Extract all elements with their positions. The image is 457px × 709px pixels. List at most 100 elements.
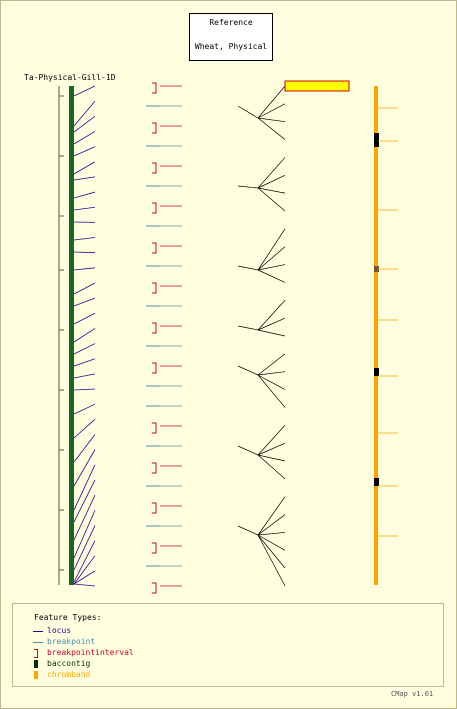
legend-label: locus <box>47 626 72 635</box>
contig-correspondence <box>257 187 286 194</box>
locus-connector <box>73 583 96 587</box>
interval-bracket <box>152 502 157 514</box>
locus-connector <box>73 267 96 271</box>
contig-correspondence <box>257 454 286 480</box>
locus-connector <box>73 434 96 463</box>
contig-correspondence <box>257 532 286 536</box>
contig-correspondence <box>257 374 286 408</box>
locus-connector <box>73 297 96 307</box>
correspondence-lines <box>237 85 286 587</box>
locus-connector <box>73 237 96 241</box>
centromere-marker <box>374 266 379 272</box>
locus-connector <box>73 131 96 145</box>
contig-correspondence <box>257 371 286 376</box>
contig-correspondence <box>257 300 286 331</box>
locus-connector <box>73 191 96 199</box>
bin-correspondence <box>237 265 259 271</box>
contig-correspondence <box>257 187 286 212</box>
locus-connector <box>73 146 96 157</box>
locus-connector <box>73 525 96 571</box>
reference-box[interactable]: Reference Wheat, Physical <box>189 13 273 61</box>
locus-connector <box>73 419 96 439</box>
interval-bracket <box>152 282 157 294</box>
legend-item: breakpointinterval <box>31 648 134 658</box>
contig-correspondence <box>257 534 286 569</box>
contig-correspondence <box>257 353 286 376</box>
locus-connector <box>73 176 96 181</box>
locus-connector <box>73 373 96 379</box>
interval-bracket <box>152 422 157 434</box>
interval-bracket <box>152 322 157 334</box>
locus-connector <box>73 388 96 391</box>
contig-correspondence <box>257 534 286 587</box>
locus-connector <box>73 251 96 254</box>
interval-bracket <box>152 242 157 254</box>
bin-correspondence <box>237 365 259 376</box>
box-swatch <box>31 659 45 669</box>
bin-correspondence <box>237 445 259 456</box>
locus-connector <box>73 510 96 559</box>
legend-item: locus <box>31 626 71 636</box>
locus-connector <box>73 479 96 523</box>
locus-connector <box>73 115 96 133</box>
contig-correspondence <box>257 103 286 119</box>
locus-connector <box>73 85 96 97</box>
interval-bracket <box>152 362 157 374</box>
interval-bracket <box>152 122 157 134</box>
bin-correspondence <box>237 185 259 189</box>
contig-labels <box>284 80 350 92</box>
locus-connector <box>73 358 96 367</box>
interval-bracket <box>152 542 157 554</box>
contig-correspondence <box>257 317 286 331</box>
interval-bracket <box>152 462 157 474</box>
legend-label: breakpoint <box>47 637 96 646</box>
interval-bracket <box>152 82 157 94</box>
interval-bracket <box>152 582 157 594</box>
locus-connector <box>73 312 96 325</box>
contig-correspondence <box>257 329 286 337</box>
contig-correspondence <box>257 534 286 551</box>
locus-connector <box>73 403 96 415</box>
map-title[interactable]: Ta-Physical-Gill-1D <box>24 73 116 82</box>
contig-correspondence <box>257 496 286 536</box>
contig-correspondence <box>257 228 286 271</box>
contig-correspondence <box>257 514 286 536</box>
reference-label: Reference <box>209 18 253 27</box>
legend-title: Feature Types: <box>34 613 102 622</box>
contig-correspondence <box>257 374 286 390</box>
band-marker <box>374 478 379 486</box>
comparative-map: Ta-Physical-Gill-1D <box>24 73 398 594</box>
contig-correspondence <box>257 269 286 283</box>
axis-ticks <box>59 95 64 571</box>
contig-correspondence <box>257 246 286 271</box>
contig-correspondence <box>257 442 286 456</box>
line-swatch <box>31 626 45 636</box>
locus-labels <box>73 85 96 587</box>
contig-highlight <box>284 80 350 92</box>
legend-panel: Feature Types: locus breakpoint breakpoint… <box>12 603 444 687</box>
bin-correspondence <box>237 525 259 536</box>
legend-item: baccontig <box>31 659 90 669</box>
locus-connector <box>73 449 96 487</box>
locus-connector <box>73 328 96 343</box>
line-swatch <box>31 637 45 647</box>
chromosome-bar[interactable] <box>69 86 74 585</box>
bin-correspondence <box>237 325 259 331</box>
contig-correspondence <box>257 425 286 456</box>
locus-connector <box>73 206 96 211</box>
contig-correspondence <box>257 264 286 271</box>
contig-correspondence <box>257 117 286 123</box>
locus-connector <box>73 555 96 585</box>
bin-labels <box>146 82 182 594</box>
locus-connector <box>73 464 96 511</box>
chromband-labels <box>374 107 398 537</box>
band-marker <box>374 368 379 376</box>
legend-item: chromband <box>31 670 90 680</box>
locus-connector <box>73 570 96 585</box>
locus-connector <box>73 161 96 175</box>
locus-connector <box>73 540 96 583</box>
contig-correspondence <box>257 174 286 189</box>
bracket-swatch <box>31 648 45 658</box>
legend-label: breakpointinterval <box>47 648 134 657</box>
locus-connector <box>73 282 96 295</box>
